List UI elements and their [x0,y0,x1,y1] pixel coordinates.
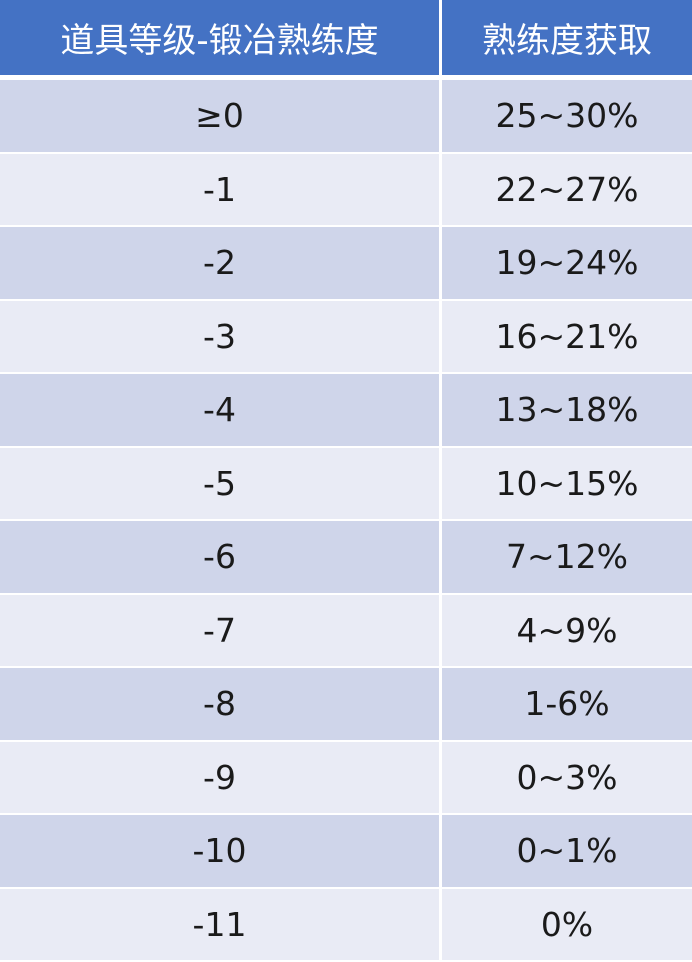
row-4-gain: 16~21% [442,300,692,374]
row-7-level: -6 [0,521,442,595]
row-9-level: -8 [0,668,442,742]
row-6-level: -5 [0,447,442,521]
row-12-gain: 0% [442,888,692,962]
row-12-level: -11 [0,888,442,962]
row-5-gain: 13~18% [442,374,692,448]
header-proficiency-gain: 熟练度获取 [442,0,692,80]
row-2-gain: 22~27% [442,153,692,227]
row-4-level: -3 [0,300,442,374]
row-2-level: -1 [0,153,442,227]
header-item-level-forging: 道具等级-锻冶熟练度 [0,0,442,80]
row-3-gain: 19~24% [442,227,692,301]
row-8-level: -7 [0,594,442,668]
row-10-gain: 0~3% [442,741,692,815]
row-5-level: -4 [0,374,442,448]
row-11-gain: 0~1% [442,815,692,889]
row-10-level: -9 [0,741,442,815]
row-3-level: -2 [0,227,442,301]
row-7-gain: 7~12% [442,521,692,595]
row-9-gain: 1-6% [442,668,692,742]
row-1-gain: 25~30% [442,80,692,154]
row-11-level: -10 [0,815,442,889]
row-1-level: ≥0 [0,80,442,154]
row-6-gain: 10~15% [442,447,692,521]
row-8-gain: 4~9% [442,594,692,668]
